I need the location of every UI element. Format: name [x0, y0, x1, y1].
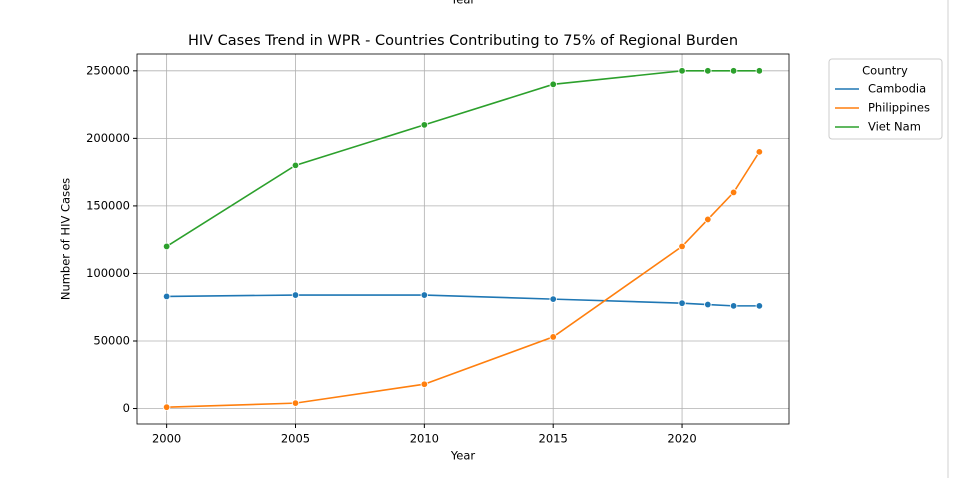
x-tick-label: 2000 [152, 432, 181, 446]
chart-title: HIV Cases Trend in WPR - Countries Contr… [188, 33, 738, 49]
series-line [166, 294, 760, 307]
data-point [755, 302, 764, 310]
data-point [420, 380, 429, 388]
data-point [162, 292, 171, 301]
clipped-label: Year [450, 0, 476, 7]
y-axis-label: Number of HIV Cases [59, 178, 73, 300]
y-tick-label: 200000 [86, 131, 130, 145]
data-point [162, 403, 171, 411]
x-tick-label: 2020 [667, 432, 696, 446]
x-tick-label: 2005 [281, 432, 310, 446]
data-point [549, 333, 557, 341]
legend-label: Viet Nam [868, 120, 921, 134]
y-tick-label: 250000 [86, 63, 130, 77]
data-point [729, 302, 738, 310]
x-axis-label: Year [450, 449, 476, 463]
data-point [678, 67, 686, 75]
data-point [704, 300, 712, 309]
data-point [291, 291, 300, 299]
data-point [420, 121, 429, 129]
legend-label: Cambodia [868, 82, 926, 96]
data-point [678, 242, 686, 251]
legend-box [828, 58, 943, 140]
data-point [162, 242, 171, 251]
legend-title: Country [862, 64, 908, 78]
data-point [291, 399, 300, 407]
plot-frame [136, 53, 790, 425]
data-point [549, 80, 557, 89]
data-point [729, 67, 738, 75]
data-point [704, 215, 712, 224]
y-tick-label: 50000 [93, 333, 130, 347]
series-line [166, 70, 760, 248]
series-line [166, 151, 761, 408]
x-tick-label: 2010 [410, 432, 439, 446]
data-point [420, 291, 429, 299]
data-point [704, 67, 712, 75]
data-point [755, 148, 764, 156]
y-tick-label: 100000 [86, 266, 130, 280]
x-tick-label: 2015 [539, 432, 568, 446]
data-point [291, 161, 300, 170]
data-point [549, 295, 557, 303]
y-tick-label: 0 [123, 401, 130, 415]
y-tick-label: 150000 [86, 198, 130, 212]
legend-label: Philippines [868, 101, 930, 115]
data-point [678, 299, 686, 307]
data-point [729, 188, 738, 197]
data-point [755, 67, 764, 75]
